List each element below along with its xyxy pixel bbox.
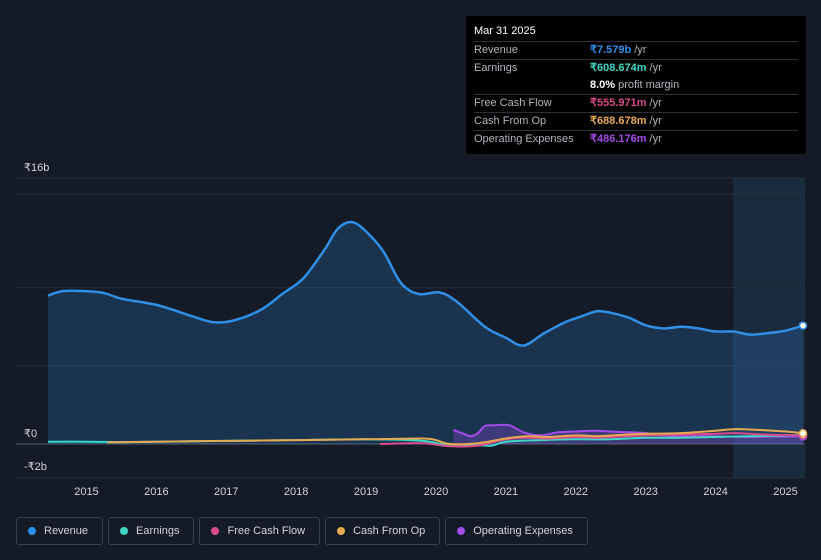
tooltip-unit: /yr [649,115,662,127]
legend-item-free-cash-flow[interactable]: Free Cash Flow [199,517,321,545]
x-tick-2019: 2019 [354,486,378,498]
legend-dot-icon [28,527,36,535]
x-tick-2021: 2021 [494,486,518,498]
tooltip-unit: /yr [649,62,662,74]
x-axis: 2015 2016 2017 2018 2019 2020 2021 2022 2023 2024… [74,486,798,498]
x-tick-2025: 2025 [773,486,797,498]
series-layer [47,220,808,448]
tooltip-value: ₹486.176m [590,133,647,145]
y-tick-16b: ₹16b [24,162,49,174]
x-tick-2015: 2015 [74,486,98,498]
tooltip-value: ₹7.579b [590,44,632,56]
legend-item-operating-expenses[interactable]: Operating Expenses [445,517,588,545]
legend-label: Free Cash Flow [227,525,306,537]
cash-from-op-endpoint [798,428,808,438]
tooltip-label: Operating Expenses [474,133,574,145]
legend-dot-icon [120,527,129,535]
y-tick-minus-2b: -₹2b [24,461,47,473]
cash-from-op-line [107,428,804,446]
legend-label: Earnings [136,525,180,537]
tooltip-value: 8.0% [590,79,616,91]
legend-dot-icon [337,527,346,535]
chart-legend: Revenue Earnings Free Cash Flow Cash From O… [16,517,593,545]
tooltip-row-revenue: Revenue ₹7.579b/yr [474,41,798,59]
legend-item-cash-from-op[interactable]: Cash From Op [325,517,441,545]
y-tick-0: ₹0 [24,428,37,440]
tooltip-unit: /yr [649,133,662,145]
tooltip-label: Earnings [474,62,518,74]
legend-dot-icon [211,527,220,535]
legend-label: Revenue [44,525,89,537]
tooltip-unit: /yr [649,97,662,109]
tooltip-unit: profit margin [618,79,680,91]
y-axis: ₹16b ₹0 -₹2b [24,162,49,473]
x-tick-2018: 2018 [284,486,308,498]
legend-item-revenue[interactable]: Revenue [16,517,104,545]
tooltip-row-cash-from-op: Cash From Op ₹688.678m/yr [474,112,798,130]
x-tick-2017: 2017 [214,486,238,498]
x-tick-2023: 2023 [633,486,657,498]
tooltip-unit: /yr [634,44,647,56]
tooltip-value: ₹608.674m [590,62,647,74]
tooltip-row-earnings: Earnings ₹608.674m/yr [474,59,798,77]
tooltip-rows: Revenue ₹7.579b/yr Earnings ₹608.674m/yr 8.0… [474,41,798,148]
tooltip-label: Cash From Op [474,115,547,127]
revenue-endpoint [798,321,808,330]
x-tick-2024: 2024 [703,486,727,498]
operating-expenses-line [453,423,804,438]
x-tick-2016: 2016 [144,486,168,498]
tooltip-label [474,77,590,94]
x-tick-2022: 2022 [564,486,588,498]
revenue-line [47,220,804,347]
tooltip-row-profit-margin: 8.0% profit margin [474,77,798,94]
legend-label: Cash From Op [353,525,426,537]
hover-tooltip: Mar 31 2025 Revenue ₹7.579b/yr Earnings ₹60… [466,16,806,154]
tooltip-row-free-cash-flow: Free Cash Flow ₹555.971m/yr [474,94,798,112]
legend-item-earnings[interactable]: Earnings [108,517,195,545]
tooltip-label: Revenue [474,44,519,56]
legend-dot-icon [457,527,466,535]
tooltip-label: Free Cash Flow [474,97,552,109]
tooltip-date: Mar 31 2025 [474,25,536,37]
free-cash-flow-line [380,432,804,448]
legend-label: Operating Expenses [473,525,573,537]
tooltip-value: ₹555.971m [590,97,647,109]
tooltip-value: ₹688.678m [590,115,647,127]
tooltip-row-operating-expenses: Operating Expenses ₹486.176m/yr [474,130,798,148]
revenue-area [48,222,803,444]
x-tick-2020: 2020 [424,486,448,498]
